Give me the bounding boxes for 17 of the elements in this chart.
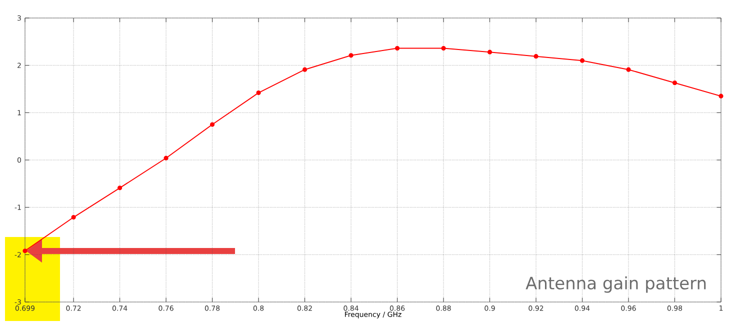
point (118, 186, 122, 190)
point (210, 122, 215, 127)
point (256, 90, 261, 96)
point (71, 214, 76, 220)
point (626, 67, 631, 72)
point (348, 53, 354, 58)
point (672, 80, 678, 86)
point (164, 156, 168, 160)
point (302, 67, 308, 72)
point (718, 94, 724, 98)
point (580, 58, 585, 63)
point (441, 46, 446, 51)
point (394, 46, 400, 51)
point (22, 248, 28, 254)
point (487, 50, 492, 54)
annotation: Antenna gain pattern (526, 276, 706, 293)
point (534, 54, 538, 59)
